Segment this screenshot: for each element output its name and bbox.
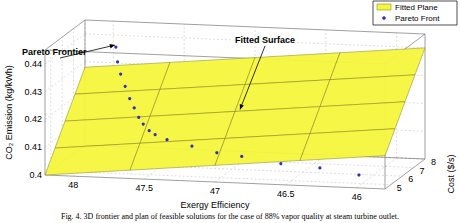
- svg-text:0.44: 0.44: [24, 59, 42, 69]
- svg-text:48: 48: [68, 180, 78, 190]
- svg-text:6: 6: [408, 174, 413, 184]
- svg-text:0.41: 0.41: [24, 142, 42, 152]
- svg-text:Cost ($/s): Cost ($/s): [446, 154, 456, 193]
- svg-text:Exergy Efficiency: Exergy Efficiency: [181, 200, 250, 210]
- svg-text:0.43: 0.43: [24, 87, 42, 97]
- svg-text:Fitted Surface: Fitted Surface: [235, 35, 295, 45]
- svg-text:Pareto Frontier: Pareto Frontier: [22, 47, 87, 57]
- svg-text:0.42: 0.42: [24, 114, 42, 124]
- svg-text:46.5: 46.5: [277, 189, 295, 199]
- svg-text:5: 5: [397, 183, 402, 193]
- svg-text:47.5: 47.5: [135, 183, 153, 193]
- svg-text:47: 47: [210, 186, 220, 196]
- svg-text:8: 8: [431, 157, 436, 167]
- svg-text:7: 7: [420, 166, 425, 176]
- svg-text:Fig. 4. 3D frontier and plan o: Fig. 4. 3D frontier and plan of feasible…: [61, 212, 399, 221]
- svg-text:Fitted Plane: Fitted Plane: [395, 3, 438, 12]
- svg-text:0.4: 0.4: [29, 170, 42, 180]
- svg-text:Pareto Front: Pareto Front: [395, 14, 440, 23]
- svg-text:46: 46: [352, 192, 362, 202]
- svg-text:CO₂ Emission (kg/kWh): CO₂ Emission (kg/kWh): [4, 65, 14, 160]
